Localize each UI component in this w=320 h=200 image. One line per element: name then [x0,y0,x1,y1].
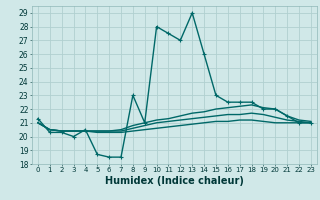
X-axis label: Humidex (Indice chaleur): Humidex (Indice chaleur) [105,176,244,186]
